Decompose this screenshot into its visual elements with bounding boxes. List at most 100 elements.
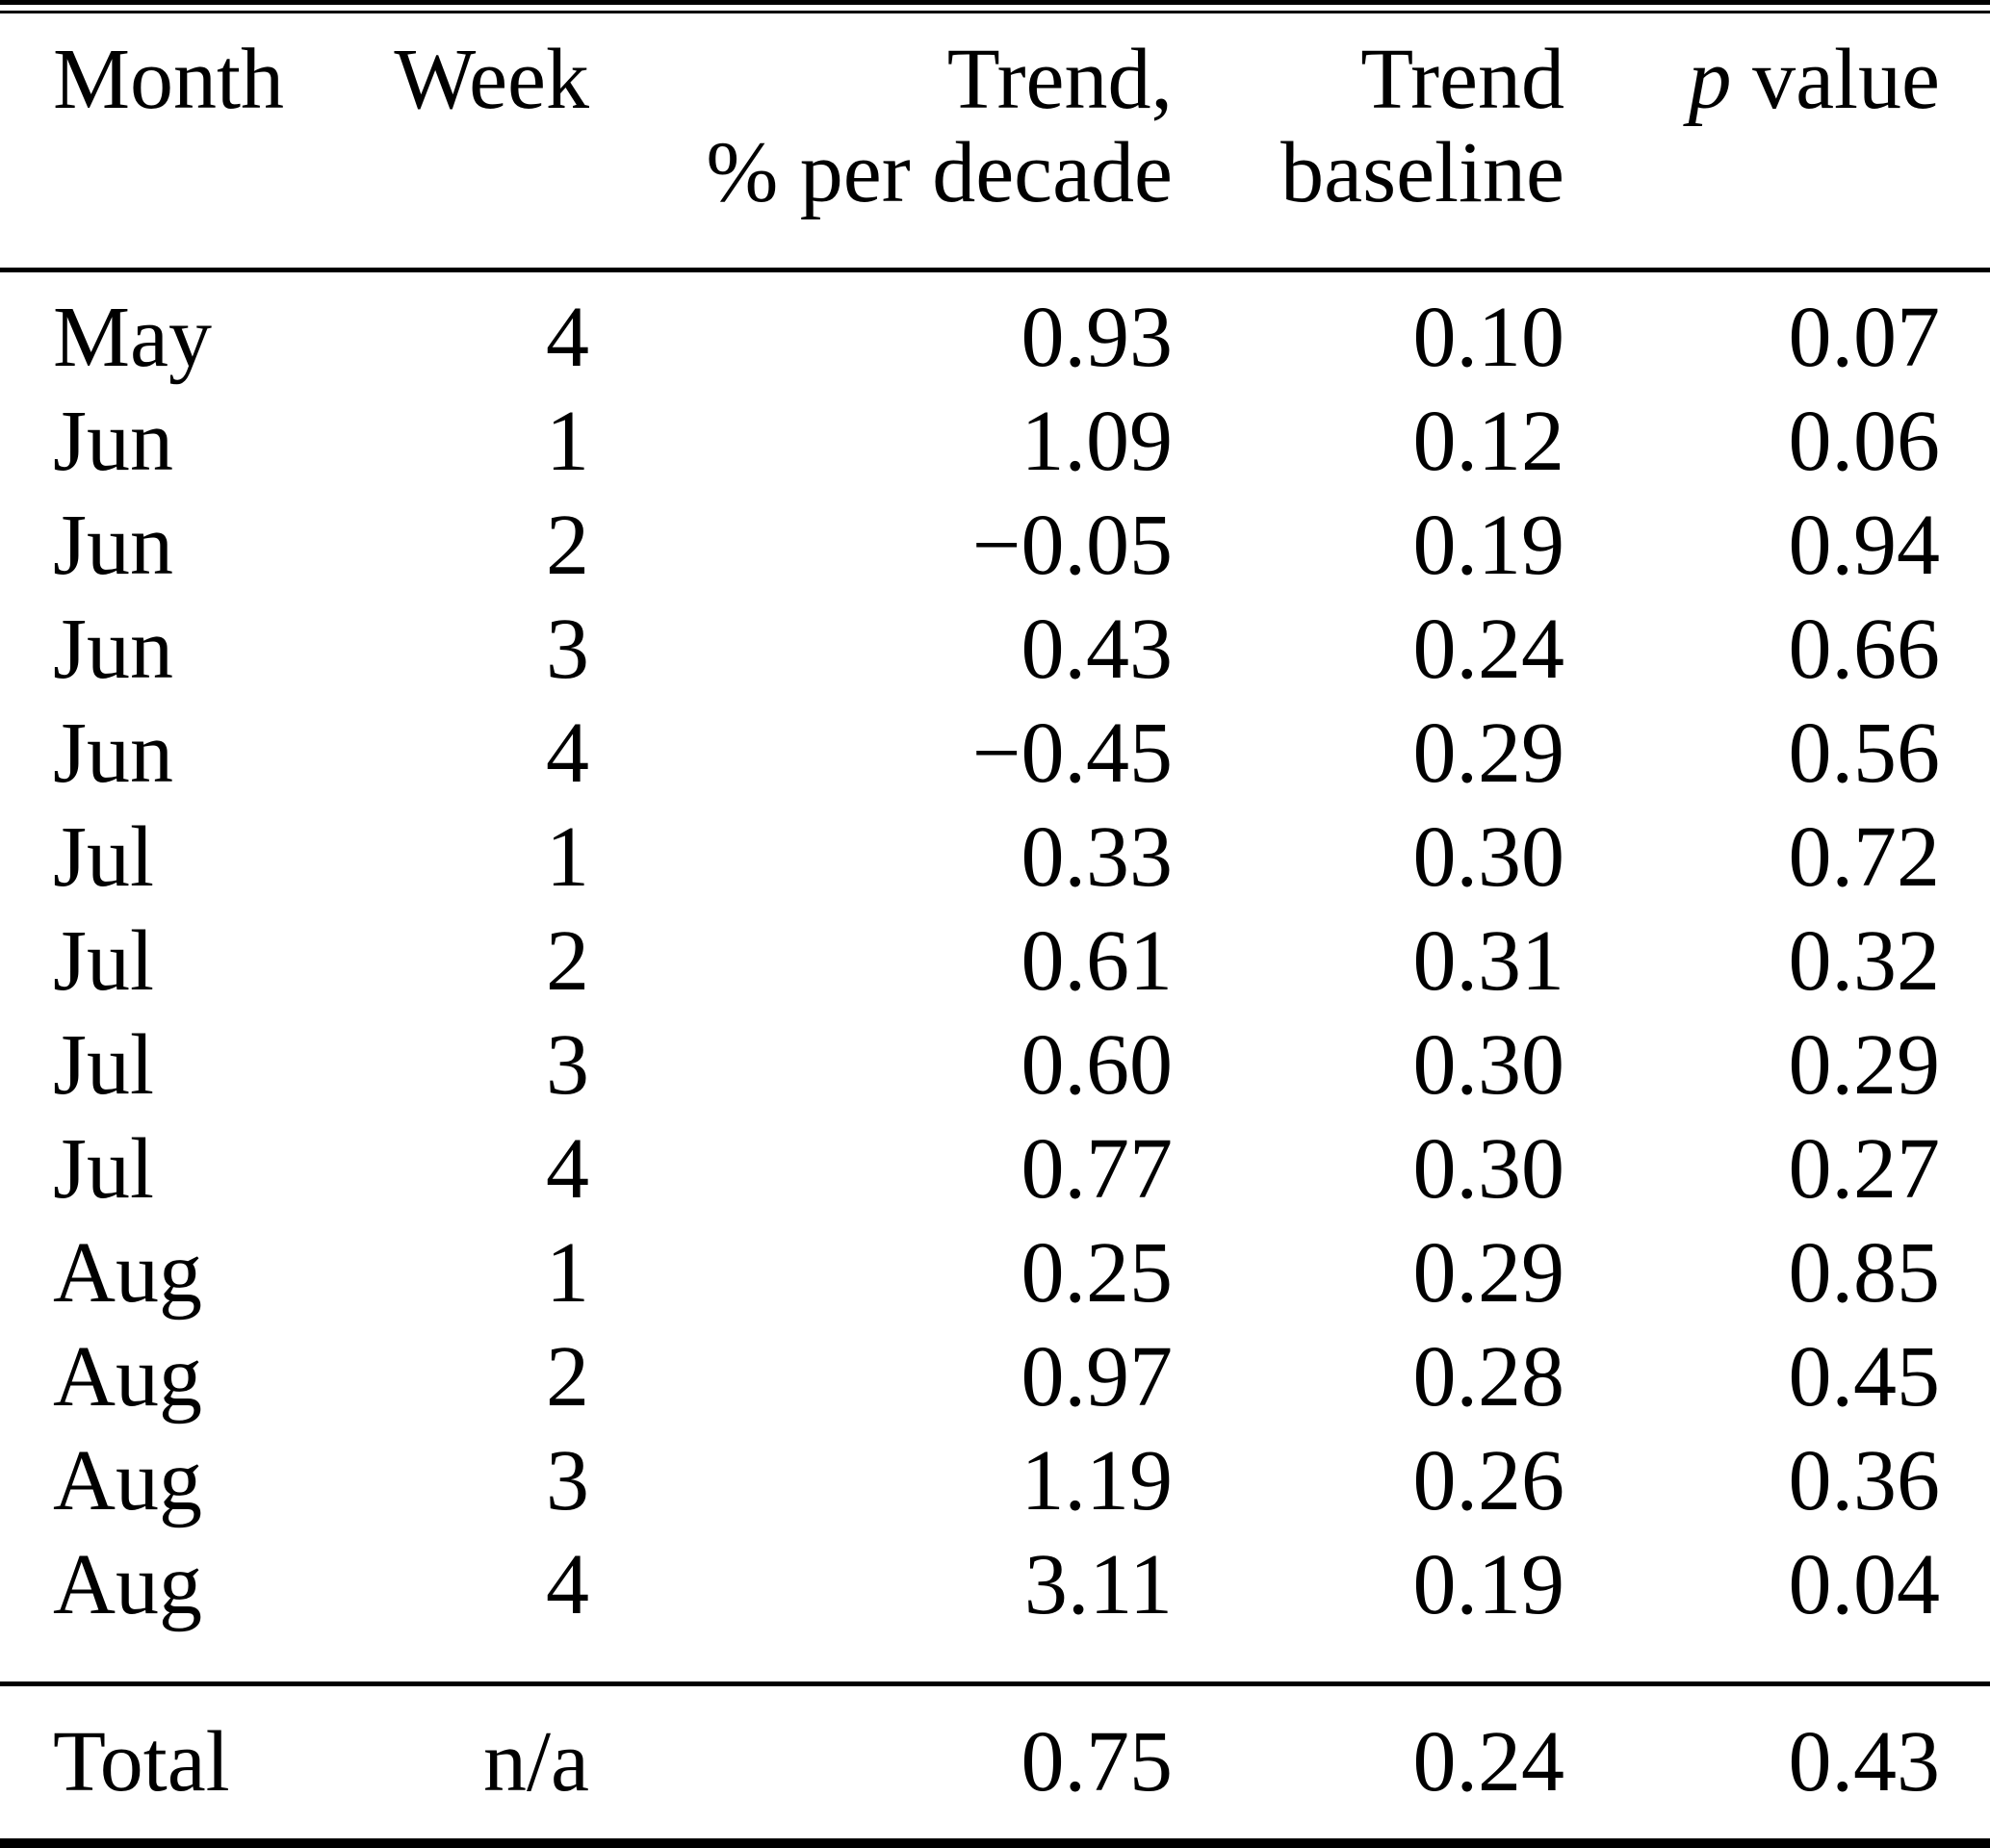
cell-month: Jul <box>53 1017 155 1113</box>
column-header-baseline-line2: baseline <box>1280 125 1564 220</box>
cell-month: Aug <box>53 1329 202 1424</box>
cell-baseline: 0.26 <box>1412 1433 1565 1528</box>
column-header-trend: Trend, <box>946 32 1173 127</box>
column-header-trend-baseline: Trend <box>1360 32 1564 127</box>
column-header-trend-units: % per decade <box>706 125 1173 220</box>
cell-month: Aug <box>53 1225 202 1321</box>
cell-p: 0.29 <box>1788 1017 1941 1113</box>
cell-month: Jul <box>53 1121 155 1217</box>
cell-p: 0.07 <box>1788 290 1941 385</box>
table-top-rule-thin <box>0 11 1990 13</box>
cell-p: 0.85 <box>1788 1225 1941 1321</box>
table-row: Aug 3 1.19 0.26 0.36 <box>0 1429 1990 1533</box>
cell-week: 4 <box>546 706 589 801</box>
cell-trend: 0.43 <box>1021 602 1174 697</box>
table-row: Jul 3 0.60 0.30 0.29 <box>0 1014 1990 1117</box>
table-row: Aug 1 0.25 0.29 0.85 <box>0 1221 1990 1325</box>
table-row: Jun 3 0.43 0.24 0.66 <box>0 598 1990 702</box>
cell-trend: 0.93 <box>1021 290 1174 385</box>
table-row: Jun 2 −0.05 0.19 0.94 <box>0 494 1990 598</box>
table-header-line-1: Month Week Trend, Trend p value <box>0 33 1990 126</box>
table-body: May 4 0.93 0.10 0.07 Jun 1 1.09 0.12 0.06 Jun 2 −0.0… <box>0 272 1990 1681</box>
table-header: Month Week Trend, Trend p value % per dec… <box>0 13 1990 268</box>
cell-week: 3 <box>546 1433 589 1528</box>
total-p-value: 0.43 <box>1788 1714 1941 1810</box>
cell-baseline: 0.19 <box>1412 498 1565 593</box>
cell-week: 3 <box>546 602 589 697</box>
table-row: Aug 4 3.11 0.19 0.04 <box>0 1533 1990 1637</box>
cell-trend: 3.11 <box>1023 1537 1173 1632</box>
cell-p: 0.94 <box>1788 498 1941 593</box>
cell-month: Jul <box>53 809 155 905</box>
cell-week: 3 <box>546 1017 589 1113</box>
table-total-rule <box>0 1681 1990 1686</box>
cell-week: 1 <box>546 1225 589 1321</box>
cell-p: 0.04 <box>1788 1537 1941 1632</box>
cell-trend: 1.09 <box>1021 394 1174 489</box>
table-row: Aug 2 0.97 0.28 0.45 <box>0 1325 1990 1429</box>
table-top-rule-thick <box>0 0 1990 5</box>
cell-month: Aug <box>53 1537 202 1632</box>
cell-trend: 0.61 <box>1021 913 1174 1009</box>
cell-baseline: 0.24 <box>1412 602 1565 697</box>
cell-week: 1 <box>546 394 589 489</box>
cell-trend: 0.97 <box>1021 1329 1174 1424</box>
table-row: May 4 0.93 0.10 0.07 <box>0 286 1990 390</box>
column-header-month: Month <box>53 32 285 127</box>
cell-p: 0.66 <box>1788 602 1941 697</box>
cell-week: 2 <box>546 1329 589 1424</box>
cell-baseline: 0.12 <box>1412 394 1565 489</box>
cell-month: Jun <box>53 394 174 489</box>
cell-month: Jul <box>53 913 155 1009</box>
cell-p: 0.56 <box>1788 706 1941 801</box>
total-trend: 0.75 <box>1021 1714 1174 1810</box>
table-total-row: Total n/a 0.75 0.24 0.43 <box>0 1686 1990 1838</box>
cell-baseline: 0.29 <box>1412 706 1565 801</box>
cell-trend: 1.19 <box>1021 1433 1174 1528</box>
cell-month: Jun <box>53 706 174 801</box>
column-header-week: Week <box>394 32 589 127</box>
table-row: Jul 1 0.33 0.30 0.72 <box>0 806 1990 910</box>
cell-month: Jun <box>53 602 174 697</box>
cell-month: Jun <box>53 498 174 593</box>
cell-p: 0.72 <box>1788 809 1941 905</box>
cell-trend: −0.05 <box>971 498 1173 593</box>
total-trend-baseline: 0.24 <box>1412 1714 1565 1810</box>
cell-baseline: 0.30 <box>1412 1017 1565 1113</box>
table-footer: Total n/a 0.75 0.24 0.43 <box>0 1686 1990 1838</box>
cell-p: 0.06 <box>1788 394 1941 489</box>
table-row: Jul 2 0.61 0.31 0.32 <box>0 910 1990 1014</box>
total-week: n/a <box>483 1714 589 1810</box>
p-value-header-rest: value <box>1752 32 1940 127</box>
cell-trend: −0.45 <box>971 706 1173 801</box>
cell-week: 2 <box>546 913 589 1009</box>
cell-baseline: 0.28 <box>1412 1329 1565 1424</box>
cell-baseline: 0.30 <box>1412 809 1565 905</box>
cell-week: 2 <box>546 498 589 593</box>
cell-baseline: 0.31 <box>1412 913 1565 1009</box>
cell-p: 0.45 <box>1788 1329 1941 1424</box>
cell-week: 4 <box>546 1121 589 1217</box>
cell-baseline: 0.19 <box>1412 1537 1565 1632</box>
p-value-header-italic-p: p <box>1688 32 1732 127</box>
cell-baseline: 0.30 <box>1412 1121 1565 1217</box>
cell-p: 0.27 <box>1788 1121 1941 1217</box>
table-header-rule <box>0 268 1990 272</box>
cell-week: 4 <box>546 1537 589 1632</box>
column-header-p-value: p value <box>1564 32 1941 127</box>
cell-trend: 0.33 <box>1021 809 1174 905</box>
cell-trend: 0.60 <box>1021 1017 1174 1113</box>
cell-trend: 0.77 <box>1021 1121 1174 1217</box>
cell-week: 1 <box>546 809 589 905</box>
cell-baseline: 0.29 <box>1412 1225 1565 1321</box>
table-row: Jun 4 −0.45 0.29 0.56 <box>0 702 1990 806</box>
cell-trend: 0.25 <box>1021 1225 1174 1321</box>
cell-p: 0.32 <box>1788 913 1941 1009</box>
cell-month: May <box>53 290 212 385</box>
table-row: Jul 4 0.77 0.30 0.27 <box>0 1117 1990 1221</box>
cell-month: Aug <box>53 1433 202 1528</box>
table-top-rule-gap <box>0 5 1990 11</box>
cell-baseline: 0.10 <box>1412 290 1565 385</box>
total-label: Total <box>53 1714 230 1810</box>
